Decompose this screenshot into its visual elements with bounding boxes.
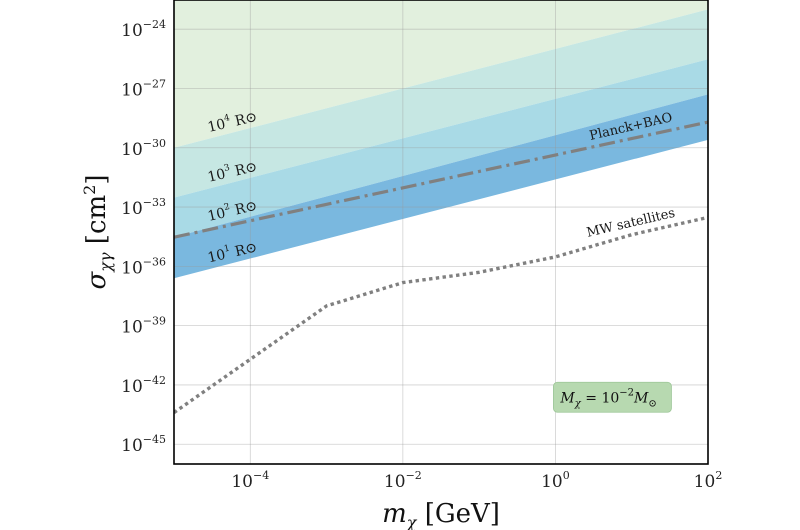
band-label-0: 104 R⊙ (206, 107, 259, 136)
y-tick-label-4: 10−36 (121, 255, 166, 278)
y-tick-label-5: 10−39 (121, 315, 166, 338)
band-3 (174, 94, 708, 279)
band-label-3: 101 R⊙ (206, 238, 259, 267)
band-1 (174, 9, 708, 198)
y-tick-labels: 10−24 10−27 10−30 10−33 10−36 10−39 10−42 10−45 (121, 18, 166, 456)
exclusion-bands (174, 0, 708, 279)
series-line-1 (174, 215, 708, 414)
grid (174, 0, 709, 464)
y-tick-label-2: 10−30 (121, 137, 166, 160)
y-tick-label-0: 10−24 (121, 18, 166, 41)
y-tick-label-6: 10−42 (121, 374, 166, 397)
band-label-1: 103 R⊙ (206, 157, 259, 186)
y-tick-label-1: 10−27 (121, 77, 166, 100)
series-line-0 (174, 120, 708, 239)
y-tick-label-7: 10−45 (121, 433, 166, 456)
x-axis-label: mχ [GeV] (382, 499, 500, 530)
band-labels: 104 R⊙ 103 R⊙ 102 R⊙ 101 R⊙ (206, 107, 259, 267)
y-tick-label-3: 10−33 (121, 196, 166, 219)
x-tick-label-2: 100 (541, 469, 570, 492)
plot-frame (173, 0, 709, 465)
y-axis-label: σχγ [cm2] (80, 175, 115, 290)
x-tick-label-1: 10−2 (384, 469, 422, 492)
x-tick-label-0: 10−4 (231, 469, 269, 492)
annotation-text: Mχ = 10−2M⊙ (559, 387, 656, 409)
annotation-box (553, 381, 672, 413)
band-2 (174, 59, 708, 238)
band-0 (174, 0, 708, 148)
x-tick-label-3: 102 (694, 469, 723, 492)
mass-annotation: Mχ = 10−2M⊙ (553, 381, 672, 413)
x-tick-labels: 10−4 10−2 100 102 (231, 469, 722, 492)
curves (174, 120, 708, 414)
band-label-2: 102 R⊙ (206, 196, 259, 225)
